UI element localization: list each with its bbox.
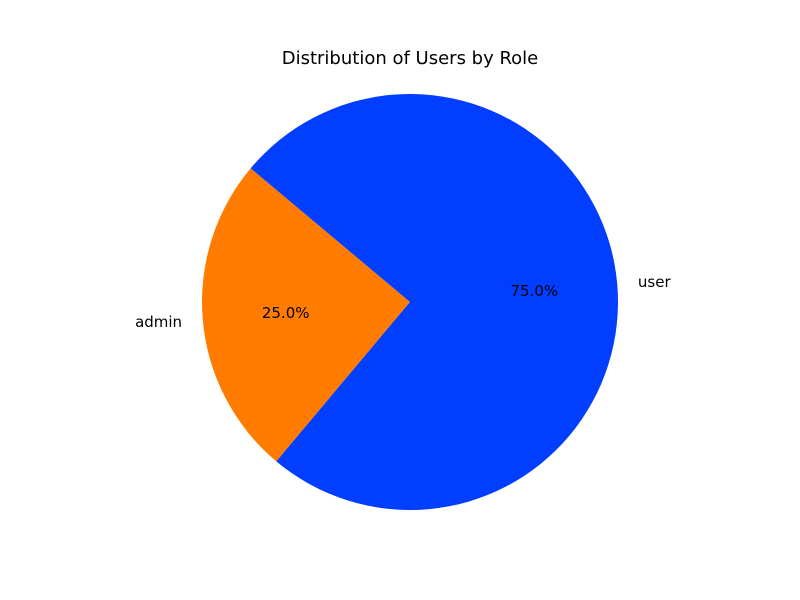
pie-category-label-admin: admin	[135, 313, 182, 331]
pie-slice-admin	[201, 168, 410, 462]
pie-slices	[201, 94, 618, 510]
pie-slice-user	[250, 94, 618, 510]
pie-labels: 25.0% admin 75.0% user	[135, 273, 671, 331]
pie-percent-label-admin: 25.0%	[262, 304, 310, 322]
chart-title: Distribution of Users by Role	[282, 48, 539, 69]
pie-category-label-user: user	[638, 273, 672, 291]
pie-percent-label-user: 75.0%	[510, 282, 558, 300]
